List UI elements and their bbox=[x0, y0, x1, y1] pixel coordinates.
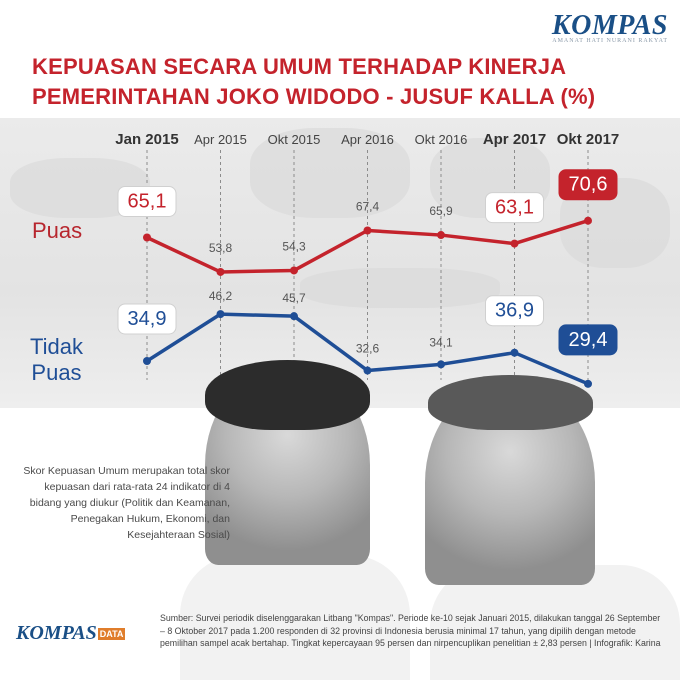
data-point bbox=[437, 360, 445, 369]
data-point bbox=[437, 231, 445, 240]
kompas-logo: KOMPAS AMANAT HATI NURANI RAKYAT bbox=[552, 10, 668, 44]
data-label-box bbox=[117, 186, 177, 217]
jusuf-kalla-hair bbox=[428, 375, 593, 430]
chart-title: KEPUASAN SECARA UMUM TERHADAP KINERJA PE… bbox=[32, 52, 632, 112]
data-point bbox=[143, 357, 151, 365]
data-point bbox=[290, 266, 298, 275]
legend-puas: Puas bbox=[32, 218, 83, 243]
data-label: 34,9 bbox=[128, 308, 167, 330]
data-label: 53,8 bbox=[209, 241, 233, 255]
data-label: 54,3 bbox=[282, 239, 306, 253]
legend-tidak-puas: Tidak Puas bbox=[30, 334, 83, 386]
data-label: 36,9 bbox=[495, 300, 534, 322]
methodology-note: Skor Kepuasan Umum merupakan total skor … bbox=[23, 465, 230, 541]
x-tick-label: Okt 2015 bbox=[268, 132, 321, 147]
chart-title-line1: KEPUASAN SECARA UMUM TERHADAP KINERJA bbox=[32, 54, 567, 79]
jokowi-shirt bbox=[180, 555, 410, 680]
kompas-logo-text: KOMPAS bbox=[551, 10, 668, 41]
data-label: 70,6 bbox=[569, 174, 608, 196]
x-tick-label: Okt 2016 bbox=[415, 132, 468, 147]
data-point bbox=[363, 226, 372, 235]
data-label: 67,4 bbox=[356, 199, 380, 213]
data-label-box bbox=[485, 192, 544, 224]
data-label: 34,1 bbox=[429, 335, 453, 349]
data-label: 46,2 bbox=[209, 289, 233, 303]
data-point bbox=[510, 239, 519, 248]
data-label: 65,9 bbox=[429, 204, 453, 218]
x-tick-label: Apr 2016 bbox=[341, 132, 394, 147]
data-point bbox=[584, 379, 592, 388]
data-label: 65,1 bbox=[128, 191, 167, 213]
x-tick-label: Jan 2015 bbox=[115, 131, 178, 148]
x-tick-label: Okt 2017 bbox=[557, 131, 620, 148]
jokowi-hair bbox=[205, 360, 370, 430]
data-label: 29,4 bbox=[569, 329, 608, 351]
data-label: 63,1 bbox=[495, 197, 534, 219]
data-label: 32,6 bbox=[356, 342, 380, 356]
data-label-box bbox=[485, 295, 544, 327]
x-tick-label: Apr 2017 bbox=[483, 131, 546, 148]
kompas-tagline: AMANAT HATI NURANI RAKYAT bbox=[552, 38, 668, 44]
kompas-data-logo: KOMPAS DATA bbox=[16, 622, 126, 645]
chart-title-line2: PEMERINTAHAN JOKO WIDODO - JUSUF KALLA (… bbox=[32, 84, 596, 109]
data-point bbox=[510, 348, 519, 357]
data-point bbox=[363, 366, 372, 375]
data-point bbox=[143, 233, 151, 242]
source-note: Sumber: Survei periodik diselenggarakan … bbox=[160, 613, 661, 649]
legend-tidak-puas-line1: Tidak bbox=[30, 334, 83, 359]
kompas-data-logo-text: KOMPAS bbox=[16, 622, 97, 644]
map-background bbox=[0, 118, 680, 408]
x-tick-label: Apr 2015 bbox=[194, 132, 247, 147]
map-island-shape bbox=[250, 128, 410, 218]
data-point bbox=[290, 312, 298, 321]
data-label-box bbox=[558, 324, 618, 356]
data-point bbox=[216, 267, 225, 276]
data-label-box bbox=[558, 169, 618, 201]
leaders-photo bbox=[180, 355, 680, 680]
line-chart: Jan 2015 Apr 2015 Okt 2015 Apr 2016 Okt 2016… bbox=[115, 131, 620, 388]
data-point bbox=[584, 216, 592, 225]
data-label-box bbox=[117, 303, 177, 335]
kompas-data-logo-badge: DATA bbox=[97, 628, 126, 641]
data-point bbox=[216, 310, 225, 319]
map-island-shape bbox=[300, 268, 500, 308]
data-label: 45,7 bbox=[282, 291, 306, 305]
legend-tidak-puas-line2: Puas bbox=[31, 360, 82, 385]
